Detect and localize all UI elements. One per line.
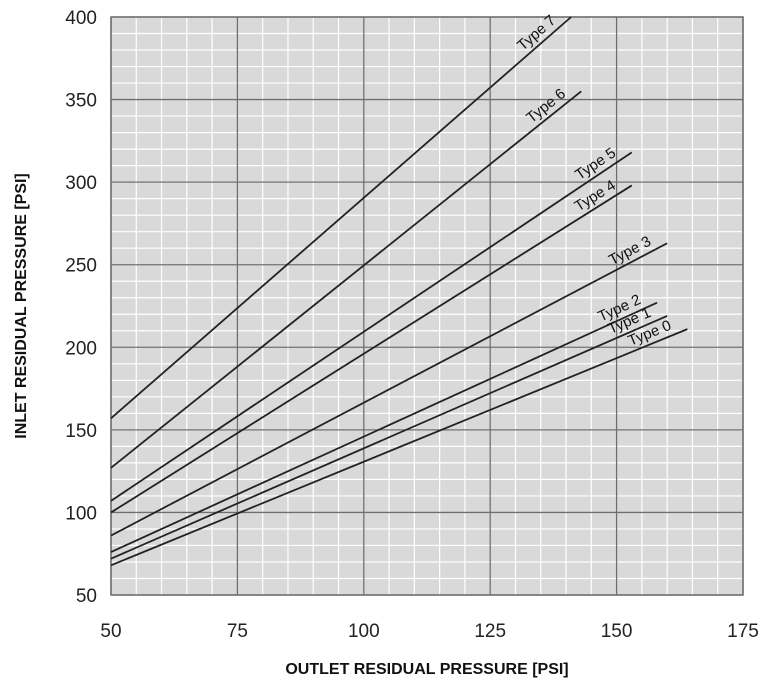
x-axis-title: OUTLET RESIDUAL PRESSURE [PSI] (285, 661, 568, 678)
y-tick-label: 200 (65, 338, 97, 359)
y-tick-labels: 50 100 150 200 250 300 350 400 (65, 8, 97, 607)
series-line-1 (110, 315, 668, 560)
y-tick-label: 50 (76, 586, 97, 607)
series-lines (110, 16, 688, 567)
y-tick-label: 250 (65, 256, 97, 277)
series-line-6 (110, 90, 582, 469)
series-line-2 (110, 301, 658, 553)
x-tick-labels: 50 75 100 125 150 175 (100, 621, 758, 642)
series-line-0 (110, 328, 688, 567)
x-tick-label: 125 (474, 621, 506, 642)
y-axis-title: INLET RESIDUAL PRESSURE [PSI] (13, 173, 30, 439)
y-tick-label: 300 (65, 173, 97, 194)
y-tick-label: 100 (65, 503, 97, 524)
x-tick-label: 175 (727, 621, 759, 642)
x-tick-label: 50 (100, 621, 121, 642)
x-tick-label: 100 (348, 621, 380, 642)
series-line-5 (110, 151, 633, 502)
series-line-3 (110, 242, 668, 537)
y-tick-label: 150 (65, 421, 97, 442)
x-tick-label: 150 (601, 621, 633, 642)
plot-border (110, 16, 744, 596)
series-line-7 (110, 16, 572, 419)
series-line-4 (110, 184, 633, 514)
y-tick-label: 400 (65, 8, 97, 29)
y-tick-label: 350 (65, 91, 97, 112)
x-tick-label: 75 (227, 621, 248, 642)
plot-background (111, 17, 743, 595)
